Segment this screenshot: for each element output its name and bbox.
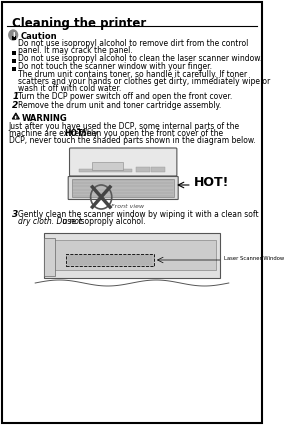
Polygon shape	[12, 113, 20, 119]
Text: dry cloth. Do not: dry cloth. Do not	[19, 217, 82, 226]
Bar	[66, 254, 154, 266]
Text: Do not use isopropyl alcohol to remove dirt from the control: Do not use isopropyl alcohol to remove d…	[19, 39, 249, 48]
Text: 2: 2	[12, 101, 19, 110]
Text: 3: 3	[12, 210, 19, 219]
Text: Caution: Caution	[20, 32, 57, 41]
Text: wash it off with cold water.: wash it off with cold water.	[19, 84, 122, 93]
Text: panel. It may crack the panel.: panel. It may crack the panel.	[19, 46, 133, 55]
Text: scatters and your hands or clothes get dirty, immediately wipe or: scatters and your hands or clothes get d…	[19, 77, 271, 86]
Text: Remove the drum unit and toner cartridge assembly.: Remove the drum unit and toner cartridge…	[19, 101, 222, 110]
Text: Gently clean the scanner window by wiping it with a clean soft: Gently clean the scanner window by wipin…	[19, 210, 259, 219]
Text: Do not touch the scanner window with your finger.: Do not touch the scanner window with you…	[19, 62, 212, 71]
Text: Just after you have used the DCP, some internal parts of the: Just after you have used the DCP, some i…	[9, 122, 240, 131]
Text: i: i	[12, 32, 14, 38]
Bar	[151, 167, 164, 172]
Text: The drum unit contains toner, so handle it carefully. If toner: The drum unit contains toner, so handle …	[19, 70, 247, 79]
Text: machine are extremely: machine are extremely	[9, 129, 100, 138]
Text: Do not use isopropyl alcohol to clean the laser scanner window.: Do not use isopropyl alcohol to clean th…	[19, 54, 262, 63]
Text: Turn the DCP power switch off and open the front cover.: Turn the DCP power switch off and open t…	[19, 92, 233, 101]
Bar	[136, 167, 150, 172]
Text: WARNING: WARNING	[22, 113, 68, 122]
Bar	[72, 179, 174, 197]
Bar	[12, 67, 16, 71]
Bar	[12, 36, 16, 40]
Text: When you open the front cover of the: When you open the front cover of the	[76, 129, 223, 138]
Bar	[12, 51, 16, 55]
Text: 1: 1	[12, 92, 19, 101]
Text: HOT!: HOT!	[194, 176, 229, 189]
Text: Laser Scanner Window: Laser Scanner Window	[224, 255, 284, 261]
Bar	[92, 162, 123, 170]
Text: Cleaning the printer: Cleaning the printer	[12, 17, 147, 30]
Bar	[44, 233, 220, 278]
Text: Front view: Front view	[111, 204, 144, 209]
Bar	[48, 240, 216, 270]
Bar	[12, 59, 16, 63]
Bar	[44, 238, 55, 276]
FancyBboxPatch shape	[70, 148, 177, 176]
Text: !: !	[14, 116, 17, 122]
Text: HOT!: HOT!	[64, 129, 86, 138]
FancyBboxPatch shape	[68, 176, 178, 199]
Text: use isoproply alcohol.: use isoproply alcohol.	[60, 217, 146, 226]
Bar	[79, 169, 132, 172]
Text: DCP, never touch the shaded parts shown in the diagram below.: DCP, never touch the shaded parts shown …	[9, 136, 256, 145]
Circle shape	[9, 30, 18, 40]
